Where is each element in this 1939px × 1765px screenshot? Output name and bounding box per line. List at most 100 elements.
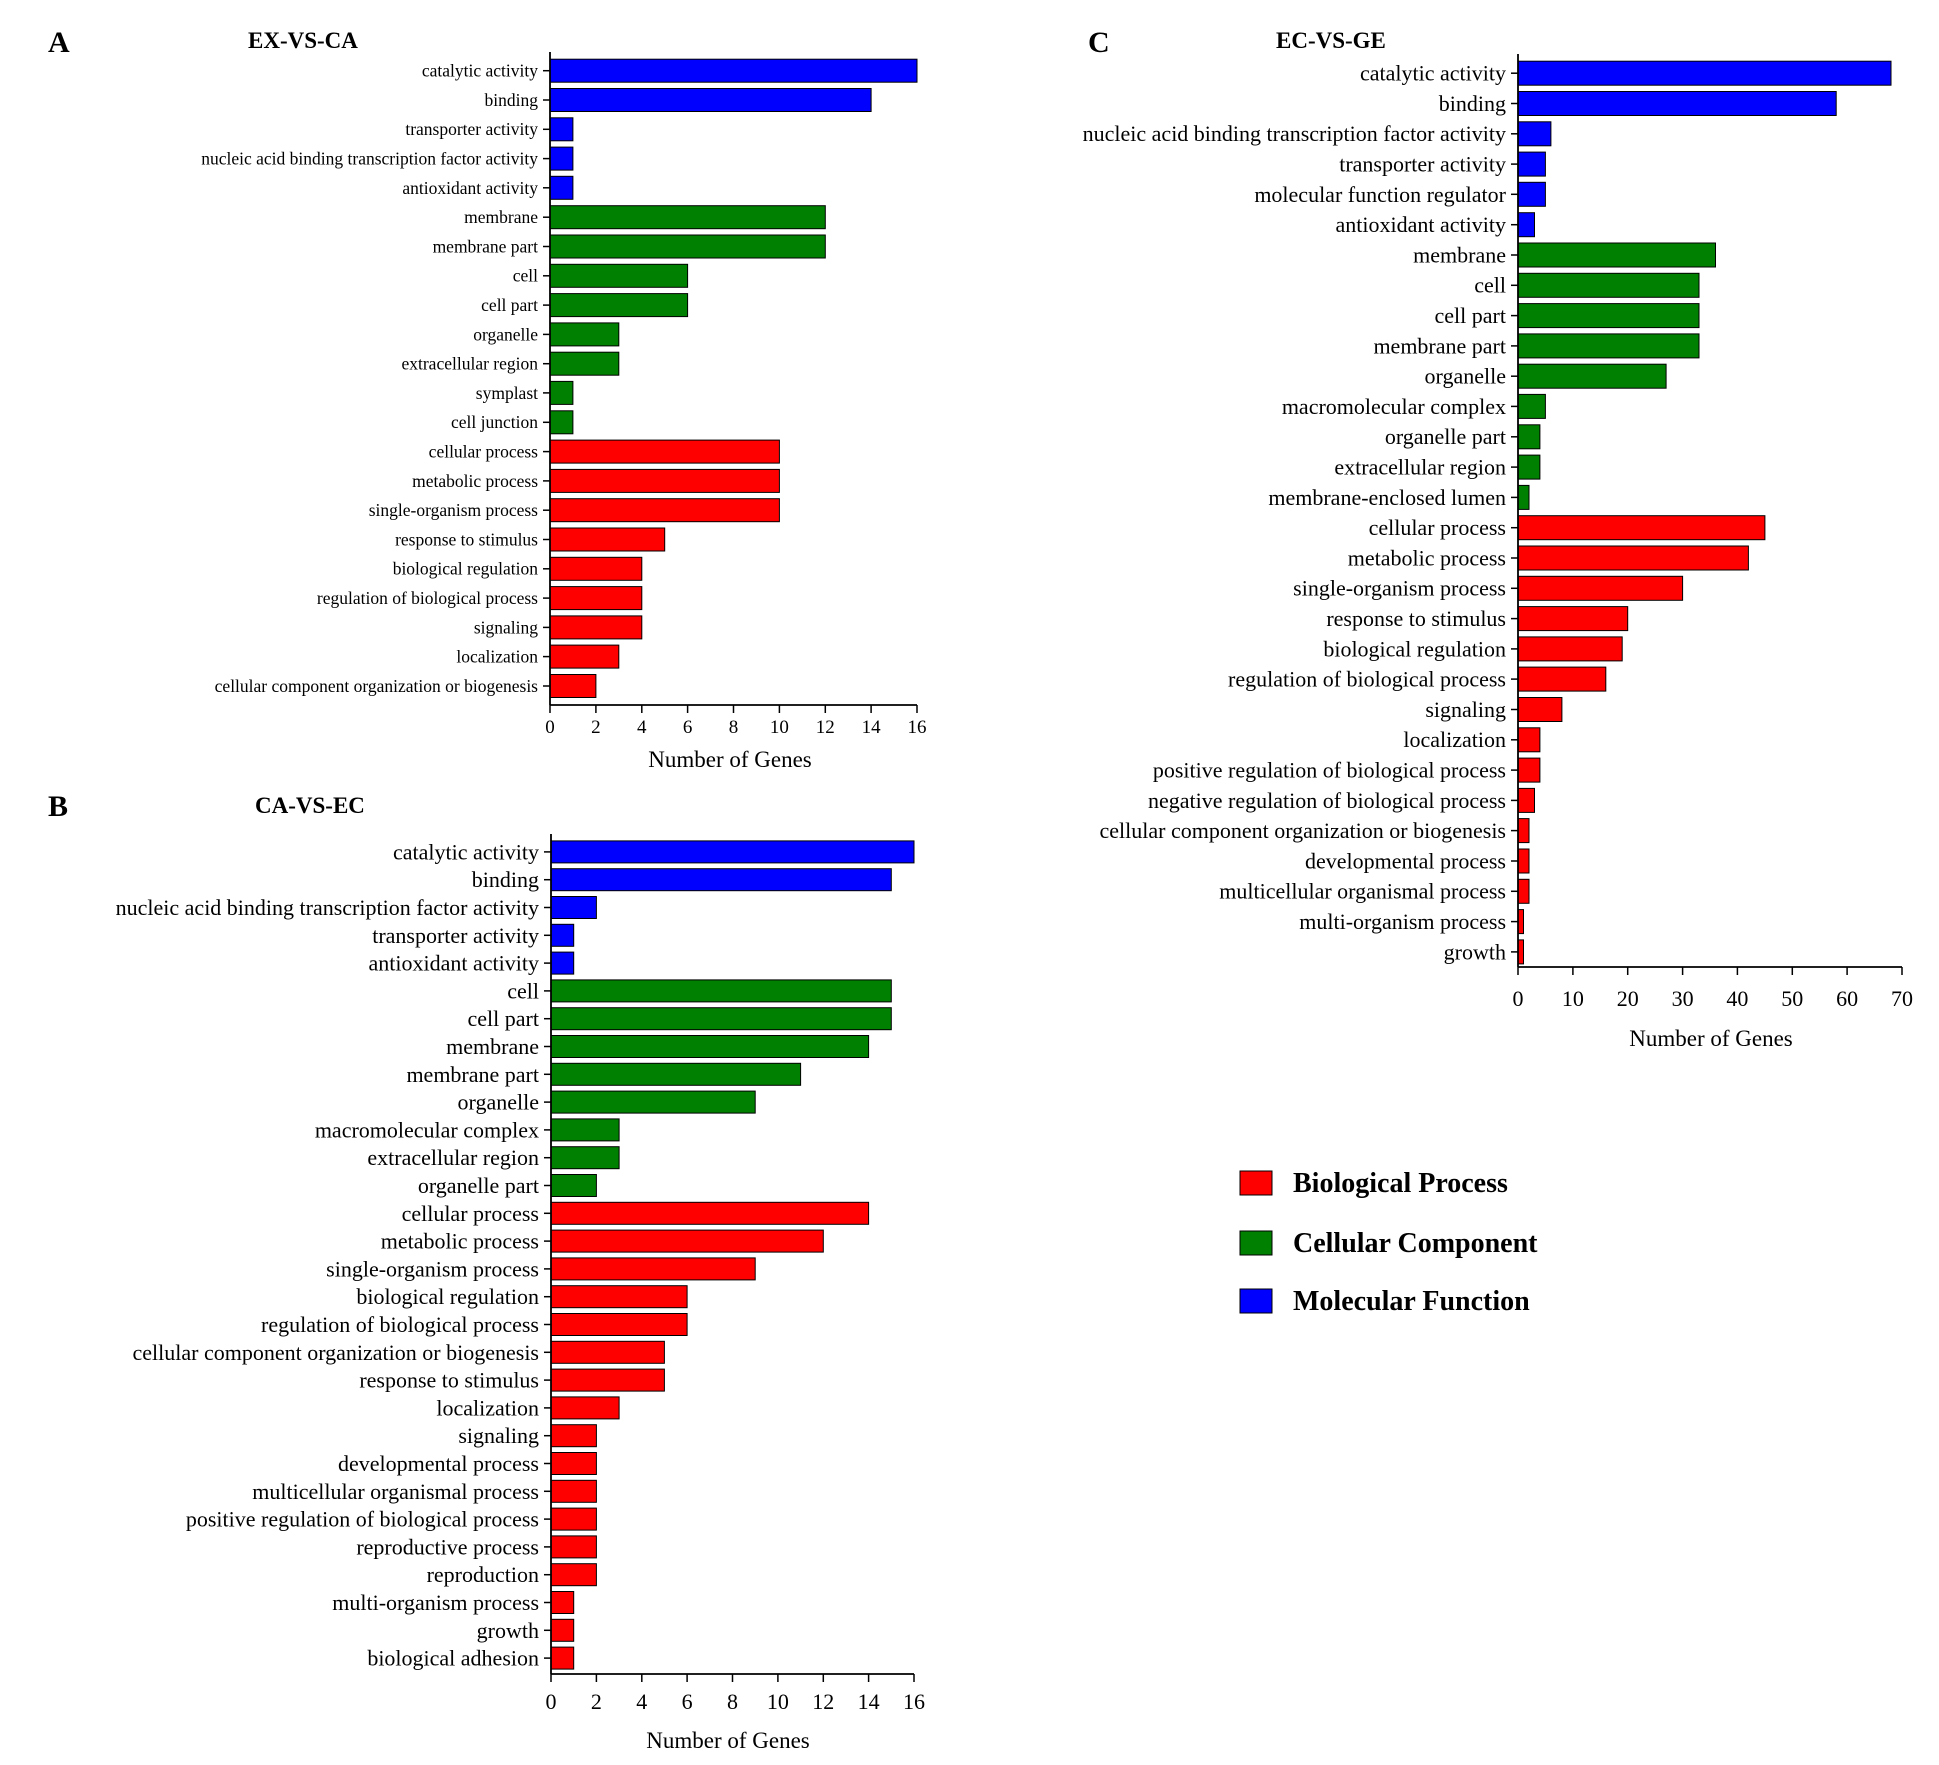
panel-b-category-label: cellular component organization or bioge… — [133, 1340, 539, 1365]
panel-b-xtick-label: 16 — [903, 1689, 925, 1714]
panel-c-category-label: signaling — [1425, 697, 1506, 722]
panel-c-bar-cell-part — [1517, 303, 1700, 329]
panel-a-xtick-label: 8 — [729, 717, 739, 738]
panel-b-bar-multi-organism-process — [550, 1591, 575, 1614]
legend-label-biological-process: Biological Process — [1293, 1168, 1508, 1199]
panel-c-xtick-label: 20 — [1617, 986, 1639, 1011]
legend-label-molecular-function: Molecular Function — [1293, 1286, 1530, 1317]
panel-b-bar-developmental-process — [550, 1452, 597, 1475]
panel-c-category-label: molecular function regulator — [1254, 182, 1506, 207]
panel-b-bar-reproductive-process — [550, 1535, 597, 1559]
panel-b-xtick-label: 0 — [546, 1689, 557, 1714]
panel-a-bar-antioxidant-activity — [549, 175, 574, 200]
panel-c-bars — [1517, 60, 1892, 965]
panel-b-bar-regulation-of-biological-process — [550, 1313, 688, 1336]
panel-b-bar-response-to-stimulus — [550, 1368, 665, 1392]
panel-c-xtick-label: 30 — [1672, 986, 1694, 1011]
panel-b-x-axis-title: Number of Genes — [646, 1728, 810, 1753]
panel-c-category-label: single-organism process — [1293, 576, 1506, 601]
panel-c-bar-membrane-enclosed-lumen — [1517, 484, 1530, 510]
panel-c-bar-extracellular-region — [1517, 454, 1541, 480]
panel-b-bar-growth — [550, 1618, 575, 1642]
panel-a-xtick-label: 12 — [816, 717, 835, 738]
panel-a-category-label: nucleic acid binding transcription facto… — [201, 149, 538, 169]
panel-b-bar-extracellular-region — [550, 1146, 620, 1170]
panel-a-bar-symplast — [549, 380, 574, 405]
panel-b-category-label: membrane part — [406, 1062, 539, 1087]
panel-b-bar-reproduction — [550, 1563, 597, 1587]
panel-b-bar-cell-part — [550, 1007, 892, 1031]
panel-a-bar-membrane — [549, 205, 826, 230]
panel-a-bar-localization — [549, 644, 620, 669]
panel-c-category-label: membrane-enclosed lumen — [1268, 485, 1506, 510]
panel-a-category-label: cell — [513, 266, 538, 286]
panel-c-bar-response-to-stimulus — [1517, 606, 1629, 632]
panel-c-x-axis-title: Number of Genes — [1629, 1026, 1793, 1051]
panel-b-category-label: binding — [472, 867, 539, 892]
panel-a-category-label: extracellular region — [401, 354, 538, 374]
panel-a-category-label: cell junction — [451, 412, 538, 432]
panel-b-category-label: extracellular region — [367, 1145, 539, 1170]
panel-c-xtick-label: 60 — [1836, 986, 1858, 1011]
panel-a-bar-membrane-part — [549, 234, 826, 259]
panel-b-bar-cellular-process — [550, 1201, 870, 1225]
legend-item-biological-process: Biological Process — [1239, 1168, 1508, 1199]
panel-c-bar-negative-regulation-of-biological-process — [1517, 787, 1535, 813]
panel-c-bar-membrane-part — [1517, 333, 1700, 359]
panel-b-category-label: multicellular organismal process — [252, 1479, 539, 1504]
panel-c-category-label: macromolecular complex — [1282, 394, 1506, 419]
panel-c-xtick-label: 50 — [1781, 986, 1803, 1011]
panel-b-category-label: multi-organism process — [332, 1590, 539, 1615]
panel-c-category-label: growth — [1444, 939, 1506, 964]
panel-a-category-label: transporter activity — [405, 119, 538, 139]
panel-a-xtick-label: 6 — [683, 717, 693, 738]
panel-a-bar-cellular-component-organization-or-biogenesis — [549, 674, 597, 698]
panel-a-category-label: metabolic process — [412, 471, 538, 491]
legend-swatch-cellular-component — [1239, 1230, 1273, 1256]
panel-c-bar-single-organism-process — [1517, 575, 1684, 601]
panel-c-bar-metabolic-process — [1517, 545, 1749, 571]
panel-b-bar-organelle — [550, 1090, 756, 1114]
panel-c-bar-cell — [1517, 272, 1700, 298]
panel-c-category-label: multicellular organismal process — [1219, 879, 1506, 904]
panel-c-bar-molecular-function-regulator — [1517, 181, 1546, 207]
panel-b-bars — [550, 840, 915, 1670]
panel-c-bar-regulation-of-biological-process — [1517, 666, 1607, 692]
panel-c-bar-cellular-process — [1517, 515, 1766, 541]
panel-a-bar-catalytic-activity — [549, 58, 918, 83]
panel-b-xtick-label: 6 — [682, 1689, 693, 1714]
panel-b-category-label: antioxidant activity — [369, 951, 539, 976]
panel-b-category-label: metabolic process — [381, 1229, 539, 1254]
panel-c-letter: C — [1088, 26, 1110, 59]
panel-c-category-label: negative regulation of biological proces… — [1148, 788, 1506, 813]
panel-c-bar-catalytic-activity — [1517, 60, 1892, 86]
panel-b-bar-biological-adhesion — [550, 1646, 575, 1670]
panel-a-bar-biological-regulation — [549, 556, 643, 581]
panel-b-category-label: response to stimulus — [359, 1368, 539, 1393]
panel-c-category-label: metabolic process — [1348, 545, 1506, 570]
panel-c-bar-macromolecular-complex — [1517, 393, 1546, 419]
panel-b-category-label: biological adhesion — [367, 1646, 539, 1671]
panel-a-category-label: membrane — [464, 207, 538, 227]
panel-b-category-label: reproductive process — [356, 1534, 539, 1559]
panel-b-category-label: cell — [507, 978, 539, 1003]
panel-a-category-label: response to stimulus — [395, 529, 538, 549]
panel-b-bar-catalytic-activity — [550, 840, 915, 864]
panel-b-category-label: localization — [436, 1395, 539, 1420]
panel-a-bar-cell-junction — [549, 410, 574, 435]
panel-b-category-label: organelle part — [418, 1173, 539, 1198]
panel-c-bar-signaling — [1517, 697, 1563, 722]
panel-c-category-label: regulation of biological process — [1228, 667, 1506, 692]
panel-b-bar-membrane — [550, 1035, 870, 1058]
panel-b-xtick-label: 2 — [591, 1689, 602, 1714]
panel-b-bar-macromolecular-complex — [550, 1118, 620, 1142]
panel-b-bar-signaling — [550, 1424, 597, 1448]
panel-b-xtick-label: 10 — [767, 1689, 789, 1714]
panel-a-bar-extracellular-region — [549, 351, 620, 376]
panel-c-category-label: cell part — [1435, 303, 1506, 328]
panel-a-category-label: antioxidant activity — [402, 178, 538, 198]
panel-a-xtick-label: 16 — [908, 717, 927, 738]
panel-a-bar-single-organism-process — [549, 498, 780, 523]
panel-c-bar-membrane — [1517, 242, 1716, 268]
